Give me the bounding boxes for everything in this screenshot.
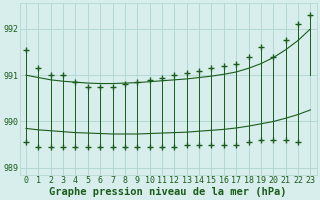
- X-axis label: Graphe pression niveau de la mer (hPa): Graphe pression niveau de la mer (hPa): [50, 186, 287, 197]
